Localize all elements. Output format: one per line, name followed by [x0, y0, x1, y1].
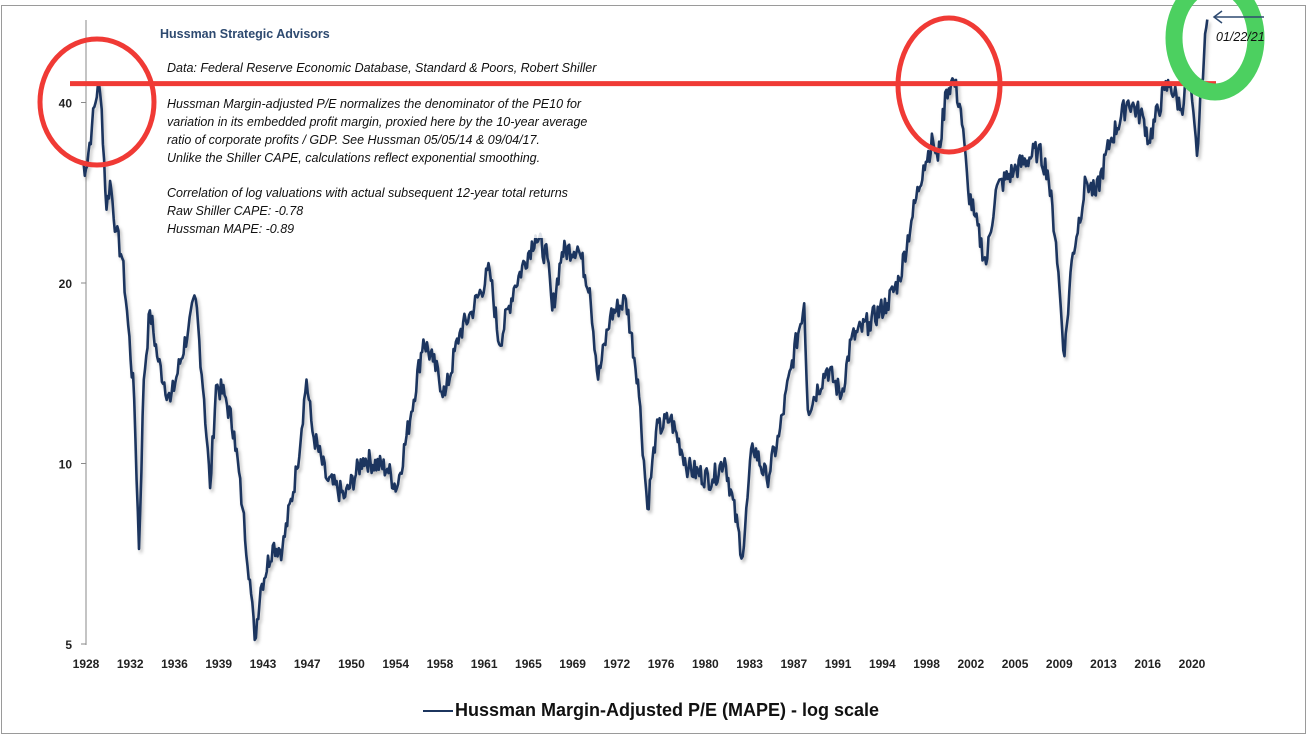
- description-line: ratio of corporate profits / GDP. See Hu…: [167, 133, 540, 147]
- x-tick-label: 1965: [515, 657, 542, 671]
- x-tick-label: 1969: [559, 657, 586, 671]
- y-tick-label: 20: [59, 277, 73, 291]
- left-arrow-icon: [1212, 10, 1264, 24]
- x-tick-label: 2005: [1002, 657, 1029, 671]
- correlation-heading: Correlation of log valuations with actua…: [167, 186, 568, 200]
- chart-frame: [1, 5, 1306, 734]
- x-tick-label: 1936: [161, 657, 188, 671]
- x-tick-label: 2013: [1090, 657, 1117, 671]
- y-tick-label: 10: [59, 458, 73, 472]
- x-tick-label: 1928: [73, 657, 100, 671]
- description-line: Unlike the Shiller CAPE, calculations re…: [167, 151, 541, 165]
- circle-1929-peak: [37, 36, 157, 168]
- correlation-shiller: Raw Shiller CAPE: -0.78: [167, 204, 304, 218]
- x-tick-label: 1976: [648, 657, 675, 671]
- circle-2021-current: [1165, 0, 1265, 101]
- x-tick-label: 1972: [604, 657, 631, 671]
- x-tick-label: 1932: [117, 657, 144, 671]
- description-note: Hussman Margin-adjusted P/E normalizes t…: [167, 95, 588, 167]
- data-source-note: Data: Federal Reserve Economic Database,…: [167, 59, 597, 77]
- x-tick-label: 2002: [957, 657, 984, 671]
- legend-swatch: [423, 709, 453, 712]
- x-axis-ticks: 1928 1932 1936 1939 1943 1947 1950 1954 1958 1961…: [73, 657, 1206, 671]
- x-tick-label: 2009: [1046, 657, 1073, 671]
- latest-date-annotation: 01/22/21: [1216, 30, 1265, 44]
- x-tick-label: 1987: [780, 657, 807, 671]
- x-tick-label: 1958: [427, 657, 454, 671]
- correlation-note: Correlation of log valuations with actua…: [167, 184, 568, 238]
- y-tick-label: 40: [59, 97, 73, 111]
- x-tick-label: 1991: [825, 657, 852, 671]
- x-tick-label: 1950: [338, 657, 365, 671]
- x-tick-label: 1998: [913, 657, 940, 671]
- x-tick-label: 1980: [692, 657, 719, 671]
- y-tick-label: 5: [65, 638, 72, 652]
- description-line: variation in its embedded profit margin,…: [167, 115, 588, 129]
- x-tick-label: 2020: [1179, 657, 1206, 671]
- series-line-mape: [80, 19, 1209, 642]
- x-tick-label: 1961: [471, 657, 498, 671]
- x-tick-label: 1943: [250, 657, 277, 671]
- x-tick-label: 1994: [869, 657, 896, 671]
- annotation-overlays: [37, 0, 1265, 168]
- x-tick-label: 1983: [736, 657, 763, 671]
- y-axis-ticks: 5 10 20 40: [59, 97, 86, 652]
- chart-legend: Hussman Margin-Adjusted P/E (MAPE) - log…: [423, 700, 879, 721]
- x-tick-label: 1939: [205, 657, 232, 671]
- circle-2000-peak: [895, 15, 1003, 155]
- description-line: Hussman Margin-adjusted P/E normalizes t…: [167, 97, 582, 111]
- legend-label: Hussman Margin-Adjusted P/E (MAPE) - log…: [455, 700, 880, 720]
- x-tick-label: 1947: [294, 657, 321, 671]
- correlation-mape: Hussman MAPE: -0.89: [167, 222, 295, 236]
- company-name: Hussman Strategic Advisors: [160, 27, 330, 41]
- x-tick-label: 1954: [382, 657, 409, 671]
- x-tick-label: 2016: [1134, 657, 1161, 671]
- series-group: [80, 19, 1209, 642]
